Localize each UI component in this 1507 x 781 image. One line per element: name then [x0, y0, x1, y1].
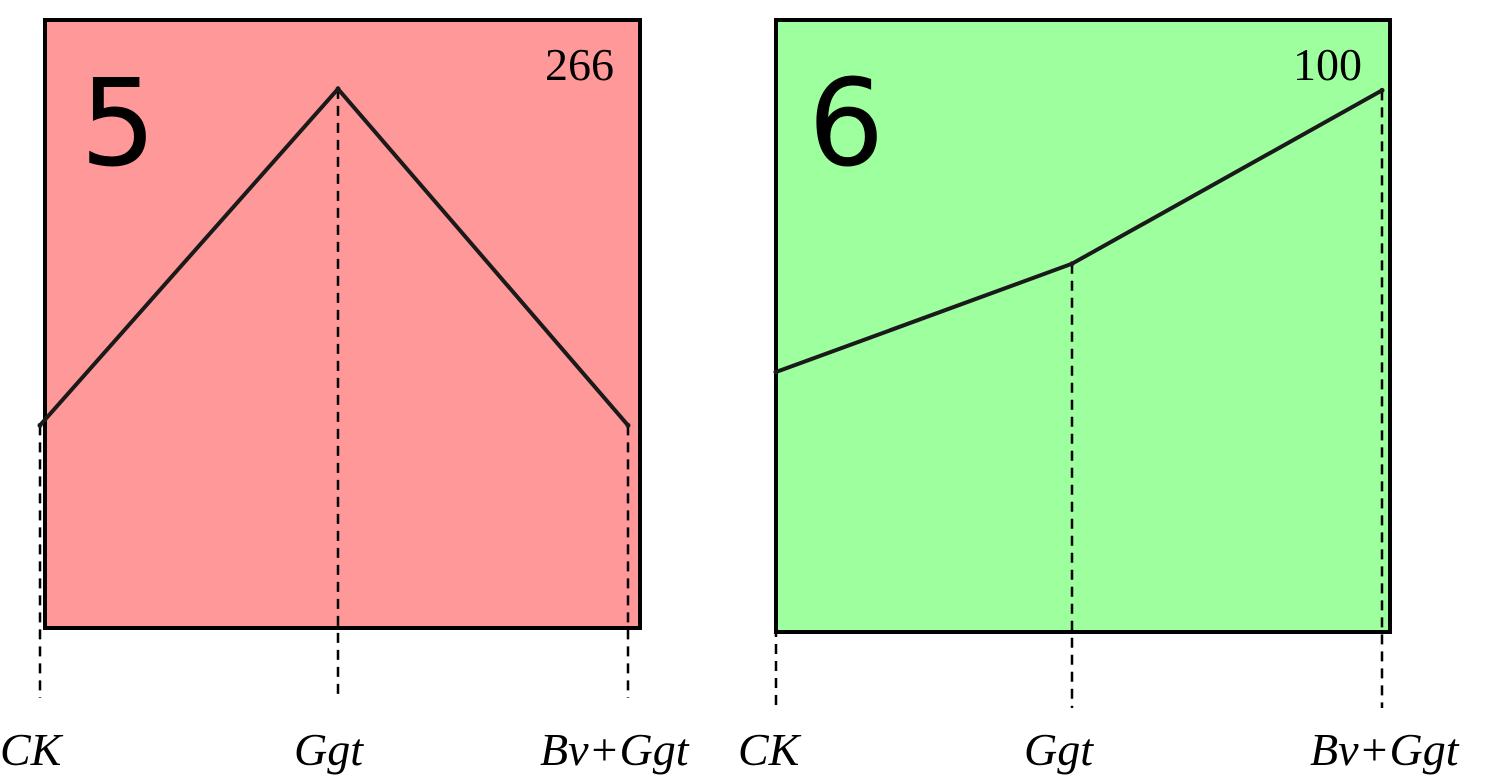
category-label: Ggt: [294, 724, 364, 775]
max-value-label: 266: [545, 39, 614, 90]
data-point-ck: [773, 369, 779, 375]
category-label: Ggt: [1024, 724, 1094, 775]
category-label: CK: [0, 724, 64, 775]
data-point-bv-ggt: [625, 422, 631, 428]
category-label: Bv+Ggt: [540, 724, 690, 775]
panel-label: 6: [808, 55, 884, 194]
category-label: Bv+Ggt: [1310, 724, 1460, 775]
data-point-ck: [37, 422, 43, 428]
plot-area: [774, 18, 1392, 634]
category-label: CK: [738, 724, 802, 775]
chart-panel-5: 5 266 CK Ggt Bv+Ggt: [0, 18, 690, 775]
data-point-ggt: [1069, 261, 1075, 267]
panel-label: 5: [80, 55, 156, 194]
data-point-bv-ggt: [1379, 87, 1385, 93]
max-value-label: 100: [1293, 39, 1362, 90]
data-point-ggt: [335, 86, 341, 92]
chart-panel-6: 6 100 CK Ggt Bv+Ggt: [738, 18, 1460, 775]
